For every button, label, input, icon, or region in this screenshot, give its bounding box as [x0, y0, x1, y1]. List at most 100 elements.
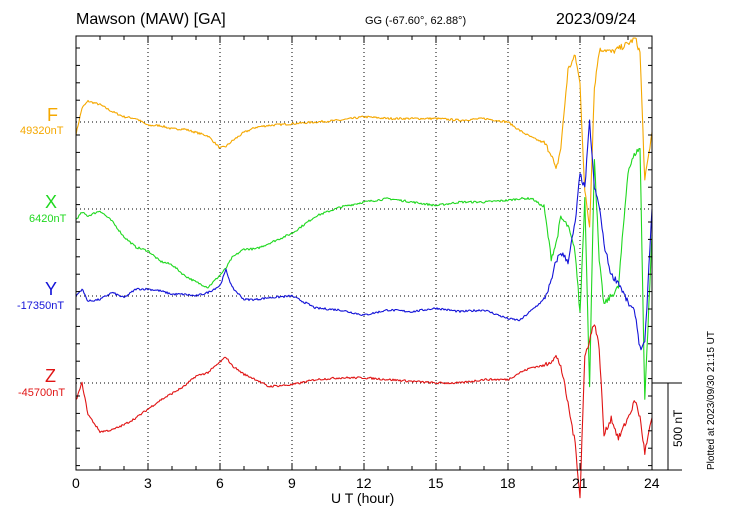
data-point-z	[363, 377, 364, 378]
data-point-f	[225, 146, 226, 147]
data-point-z	[635, 400, 636, 401]
data-point-y	[81, 288, 82, 289]
data-point-f	[99, 104, 100, 105]
data-point-z	[459, 382, 460, 383]
data-point-y	[225, 269, 226, 270]
series-line-y	[75, 119, 653, 351]
data-point-f	[255, 127, 256, 128]
data-point-y	[195, 295, 196, 296]
data-point-f	[183, 128, 184, 129]
data-point-f	[195, 132, 196, 133]
data-point-f	[123, 116, 124, 117]
data-point-z	[618, 438, 619, 439]
data-point-f	[627, 43, 628, 44]
data-point-x	[555, 243, 556, 244]
data-point-x	[387, 198, 388, 199]
data-point-z	[267, 386, 268, 387]
data-point-x	[567, 226, 568, 227]
data-point-f	[594, 87, 595, 88]
data-point-y	[555, 261, 556, 262]
data-point-f	[411, 118, 412, 119]
data-point-f	[81, 108, 82, 109]
data-point-y	[123, 297, 124, 298]
data-point-y	[531, 309, 532, 310]
data-point-y	[207, 292, 208, 293]
data-point-f	[267, 125, 268, 126]
data-point-z	[159, 400, 160, 401]
data-point-z	[611, 417, 612, 418]
data-point-y	[99, 299, 100, 300]
data-point-x	[579, 313, 580, 314]
data-point-y	[171, 294, 172, 295]
data-point-z	[584, 356, 585, 357]
data-point-f	[135, 118, 136, 119]
data-point-z	[483, 379, 484, 380]
data-point-y	[567, 261, 568, 262]
series-label-f: F	[47, 105, 58, 125]
data-point-z	[291, 384, 292, 385]
data-point-z	[507, 379, 508, 380]
data-point-y	[387, 309, 388, 310]
data-point-f	[584, 191, 585, 192]
data-point-y	[618, 282, 619, 283]
data-point-y	[611, 275, 612, 276]
data-point-f	[111, 111, 112, 112]
data-point-x	[644, 398, 645, 399]
data-point-x	[531, 198, 532, 199]
data-point-f	[579, 83, 580, 84]
data-point-x	[291, 233, 292, 234]
data-point-y	[435, 308, 436, 309]
data-point-z	[603, 435, 604, 436]
data-point-z	[435, 382, 436, 383]
data-point-z	[183, 386, 184, 387]
data-point-z	[411, 381, 412, 382]
axes	[75, 35, 682, 471]
data-point-x	[195, 282, 196, 283]
data-point-y	[219, 285, 220, 286]
data-point-z	[81, 382, 82, 383]
x-tick-label-12: 12	[356, 475, 372, 491]
data-point-x	[87, 215, 88, 216]
data-point-z	[639, 417, 640, 418]
data-point-f	[387, 118, 388, 119]
series-lines	[75, 37, 653, 499]
data-point-z	[111, 429, 112, 430]
data-point-y	[231, 287, 232, 288]
data-point-z	[231, 365, 232, 366]
station-title: Mawson (MAW) [GA]	[76, 11, 226, 28]
data-point-x	[171, 264, 172, 265]
data-point-z	[387, 379, 388, 380]
data-point-z	[99, 431, 100, 432]
data-point-x	[599, 261, 600, 262]
series-label-y: Y	[45, 279, 58, 299]
data-point-y	[291, 295, 292, 296]
data-point-f	[219, 148, 220, 149]
plotted-timestamp: Plotted at 2023/09/30 21:15 UT	[706, 331, 717, 470]
data-point-z	[560, 365, 561, 366]
series-line-x	[75, 148, 653, 400]
data-point-x	[459, 201, 460, 202]
data-point-y	[575, 222, 576, 223]
data-point-x	[519, 198, 520, 199]
data-point-f	[507, 121, 508, 122]
data-point-y	[589, 121, 590, 122]
data-point-f	[231, 141, 232, 142]
data-point-f	[171, 128, 172, 129]
data-point-x	[159, 261, 160, 262]
data-point-x	[231, 257, 232, 258]
data-point-y	[411, 311, 412, 312]
data-point-y	[639, 348, 640, 349]
data-point-y	[599, 205, 600, 206]
data-point-x	[611, 295, 612, 296]
data-point-x	[584, 198, 585, 199]
series-label-z: Z	[45, 366, 56, 386]
data-point-y	[594, 188, 595, 189]
data-point-f	[207, 135, 208, 136]
x-tick-label-15: 15	[428, 475, 444, 491]
data-point-z	[575, 443, 576, 444]
data-point-f	[363, 116, 364, 117]
data-point-x	[339, 207, 340, 208]
series-line-f	[75, 37, 653, 228]
data-point-x	[507, 200, 508, 201]
data-point-y	[87, 301, 88, 302]
